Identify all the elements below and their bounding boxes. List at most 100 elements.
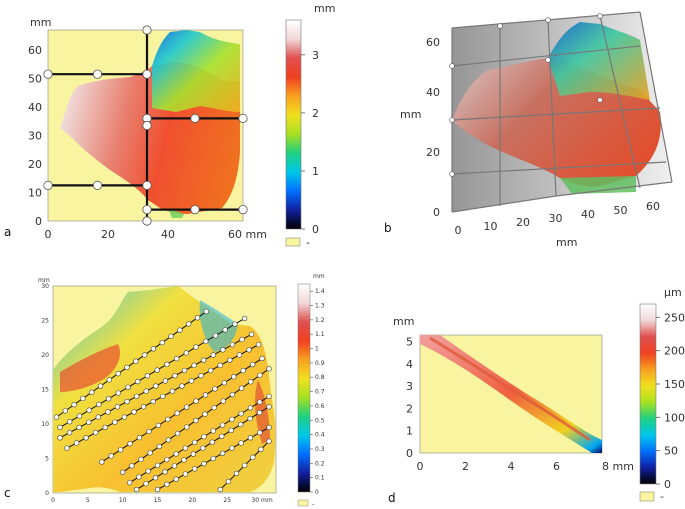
panel-c-trace-point [182, 445, 189, 451]
panel-d-y-tick-label: 4 [406, 358, 413, 371]
panel-b-frame-line [451, 195, 557, 213]
panel-c-trace-point [80, 395, 86, 402]
panel-b-y-tick-label: 60 [426, 36, 440, 49]
panel-c-trace-point [164, 456, 170, 463]
panel-c-trace-point [133, 393, 140, 400]
panel-c-trace-point [66, 429, 73, 436]
panel-a-y-tick-label: 60 [28, 44, 42, 57]
panel-c-trace-point [247, 435, 254, 441]
panel-c-trace-point [125, 384, 131, 390]
panel-b-x-tick-label: 10 [484, 220, 498, 233]
panel-c-trace-point [232, 321, 238, 327]
panel-d-x-tick-label: 4 [508, 460, 515, 473]
panel-c-trace-point [198, 373, 204, 379]
panel-c-trace-point [220, 398, 226, 404]
panel-d-colorbar-tick-label: 250 [664, 311, 685, 324]
panel-b-frame-node [449, 63, 455, 69]
panel-d-x-tick-label: 8 mm [602, 460, 634, 473]
panel-c-trace-point [239, 336, 245, 343]
panel-a-grid-node [142, 25, 152, 35]
panel-c-trace-point [210, 428, 216, 434]
panel-c-trace-point [97, 383, 104, 389]
panel-c-trace-point [212, 332, 219, 339]
panel-c-trace-point [136, 474, 142, 480]
panel-c-colorbar-tick-label: 1.4 [315, 288, 325, 295]
panel-a-y-tick-label: 0 [35, 215, 42, 228]
panel-d-y-tick-label: 3 [406, 380, 413, 393]
panel-c-trace-point [249, 361, 256, 368]
panel-c-trace-point [201, 460, 207, 467]
panel-c-trace-point [173, 355, 180, 362]
panel-a-grid-node [238, 113, 248, 123]
panel-a-colorbar [285, 19, 302, 230]
panel-a-y-unit: mm [30, 16, 51, 29]
panel-a-colorbar-unit: mm [314, 2, 335, 15]
panel-a-colorbar-tick-label: 1 [312, 165, 319, 178]
panel-a-grid-node [142, 120, 152, 131]
panel-c-y-tick-label: 10 [41, 421, 49, 428]
panel-c-trace-point [131, 409, 137, 415]
panel-c-trace-point [76, 424, 82, 431]
panel-a-x-tick-label: 20 [101, 228, 115, 241]
panel-a-nodata-swatch [285, 237, 301, 247]
panel-b-frame-node [597, 13, 603, 19]
panel-c-colorbar [297, 283, 311, 493]
panel-c-trace-point [71, 401, 77, 408]
panel-b-x-tick-label: 30 [549, 212, 563, 225]
panel-c-trace-point [233, 470, 240, 477]
panel-c-trace-point [150, 398, 156, 405]
panel-c-trace-point [185, 321, 192, 327]
panel-c-x-tick-label: 10 [119, 497, 127, 504]
panel-b-frame-line [451, 107, 661, 121]
panel-c-trace-point [240, 367, 246, 374]
panel-a-grid-node [190, 204, 200, 215]
panel-a-grid-node [142, 180, 152, 190]
panel-c-trace-line [129, 395, 270, 484]
panel-c-trace-point [66, 419, 73, 425]
panel-a-grid-node [142, 204, 152, 215]
panel-c-trace-point [126, 479, 133, 486]
panel-a-y-tick-label: 40 [28, 101, 42, 114]
panel-d-colorbar-tick-label: 200 [664, 345, 685, 358]
panel-c-x-tick-label: 20 [189, 497, 197, 504]
panel-c-trace-point [200, 357, 207, 363]
panel-c-y-tick-label: 15 [41, 387, 49, 394]
panel-c-trace-point [96, 401, 102, 408]
panel-c-trace-point [191, 466, 198, 472]
panel-c-trace-point [202, 411, 208, 417]
panel-c-trace-point [135, 378, 141, 385]
panel-c-trace-point [162, 378, 169, 384]
panel-a-x-tick-label: 0 [45, 228, 52, 241]
panel-c-trace-point [246, 347, 252, 353]
panel-c-trace-point [160, 393, 166, 400]
panel-a-colorbar-ticks: 0 1 2 3 [301, 49, 319, 236]
panel-c-trace-point [133, 486, 140, 493]
panel-c-y-ticks: 0 5 10 15 20 25 30 [41, 283, 49, 497]
panel-a-letter: a [4, 225, 11, 239]
panel-d-x-tick-label: 0 [417, 460, 424, 473]
panel-c-colorbar-tick-label: 0.3 [315, 446, 325, 453]
panel-c-trace-point [89, 389, 95, 395]
panel-a-y-tick-label: 30 [28, 129, 42, 142]
panel-c-colorbar-tick-label: 0.1 [315, 475, 325, 482]
panel-d-letter: d [388, 491, 396, 505]
panel-c-trace-point [112, 419, 118, 425]
panel-d-y-tick-label: 2 [406, 402, 413, 415]
panel-c-trace-point [159, 339, 165, 346]
panel-c-trace-point [150, 346, 157, 352]
panel-b-y-tick-label: 40 [426, 86, 440, 99]
panel-b-frame-line [599, 15, 641, 189]
panel-c-trace-point [183, 404, 190, 410]
panel-c-colorbar-tick-label: 1.1 [315, 331, 325, 338]
panel-c-trace-point [201, 433, 207, 440]
panel-c-trace-point [203, 308, 210, 315]
panel-a-y-ticks: 0 10 20 30 40 50 60 [28, 44, 42, 228]
panel-d-y-ticks: 0 1 2 3 4 5 [406, 336, 413, 460]
panel-b-x-ticks: 0 10 20 30 40 50 60 [455, 200, 661, 237]
panel-c-colorbar-tick-label: 0.9 [315, 360, 325, 367]
panel-a-specimen-upper [152, 30, 240, 112]
panel-c-trace-point [127, 440, 133, 447]
panel-c-trace-point [238, 440, 244, 446]
